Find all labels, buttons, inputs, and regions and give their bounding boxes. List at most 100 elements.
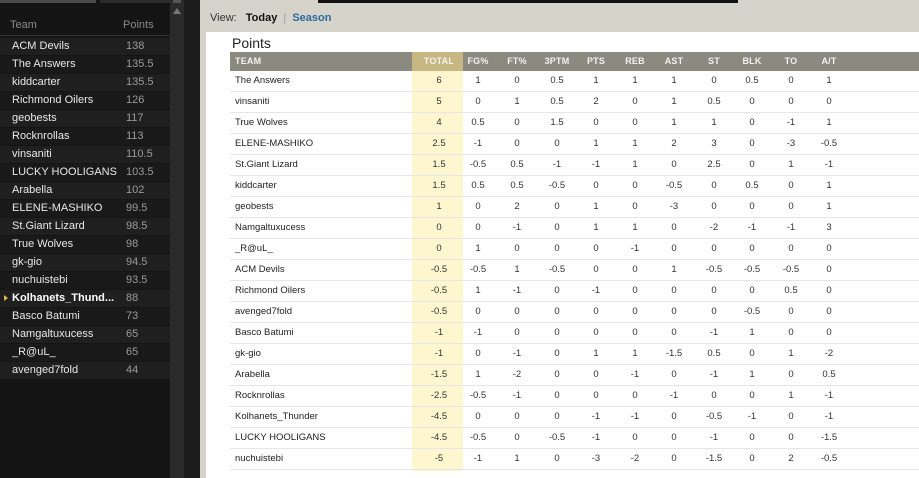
cell-team[interactable]: avenged7fold (235, 306, 293, 317)
standings-team-name[interactable]: True Wolves (12, 238, 74, 250)
scrollbar[interactable] (170, 0, 184, 478)
standings-team-name[interactable]: LUCKY HOOLIGANS (12, 166, 117, 178)
cell-team[interactable]: True Wolves (235, 117, 288, 128)
cell-3ptm: 0 (554, 306, 560, 317)
cell-st: -1 (709, 327, 719, 338)
column-header-ft-pct[interactable]: FT% (507, 56, 527, 66)
standings-row[interactable]: The Answers 135.5 (0, 56, 170, 73)
standings-row[interactable]: vinsaniti 110.5 (0, 146, 170, 163)
standings-row[interactable]: _R@uL_ 65 (0, 344, 170, 361)
cell-reb: 0 (632, 96, 638, 107)
standings-team-name[interactable]: Rocknrollas (12, 130, 70, 142)
standings-team-name[interactable]: vinsaniti (12, 148, 52, 160)
cell-team[interactable]: _R@uL_ (235, 243, 273, 254)
standings-row[interactable]: LUCKY HOOLIGANS 103.5 (0, 164, 170, 181)
standings-row[interactable]: gk-gio 94.5 (0, 254, 170, 271)
standings-team-name[interactable]: _R@uL_ (12, 346, 56, 358)
standings-team-points: 73 (126, 310, 139, 322)
cell-team[interactable]: gk-gio (235, 348, 261, 359)
column-header-a-t[interactable]: A/T (821, 56, 837, 66)
standings-row[interactable]: Namgaltuxucess 65 (0, 326, 170, 343)
standings-team-name[interactable]: geobests (12, 112, 57, 124)
cell-blk: 1 (749, 369, 755, 380)
points-panel: Points TEAM TOTAL FG% FT% 3PTM PTS REB AST ST BLK… (206, 32, 919, 478)
standings-team-name[interactable]: ELENE-MASHIKO (12, 202, 103, 214)
view-today-link[interactable]: Today (245, 12, 278, 24)
standings-sidebar: Team Points ACM Devils 138 The Answers 135.… (0, 0, 170, 478)
cell-pts: 0 (593, 369, 599, 380)
cell-reb: 0 (632, 432, 638, 443)
cell-team[interactable]: Richmond Oilers (235, 285, 306, 296)
cell-blk: -1 (747, 222, 757, 233)
scrollbar-thumb[interactable] (173, 0, 181, 3)
cell-team[interactable]: Basco Batumi (235, 327, 294, 338)
cell-ast: 0 (671, 243, 677, 254)
standings-row[interactable]: Rocknrollas 113 (0, 128, 170, 145)
cell-3ptm: 0 (554, 327, 560, 338)
standings-team-name[interactable]: gk-gio (12, 256, 42, 268)
cell-team[interactable]: Rocknrollas (235, 390, 285, 401)
standings-team-name[interactable]: Basco Batumi (12, 310, 80, 322)
cell-team[interactable]: ACM Devils (235, 264, 285, 275)
total-header-highlight (412, 52, 463, 71)
column-header-reb[interactable]: REB (625, 56, 645, 66)
column-header-ast[interactable]: AST (664, 56, 684, 66)
column-header-to[interactable]: TO (784, 56, 798, 66)
cell-team[interactable]: Kolhanets_Thunder (235, 411, 318, 422)
cell-team[interactable]: The Answers (235, 75, 290, 86)
cell-team[interactable]: Namgaltuxucess (235, 222, 306, 233)
cell-pts: 0 (593, 264, 599, 275)
standings-row[interactable]: kiddcarter 135.5 (0, 74, 170, 91)
standings-row[interactable]: Basco Batumi 73 (0, 308, 170, 325)
standings-row[interactable]: True Wolves 98 (0, 236, 170, 253)
standings-row[interactable]: St.Giant Lizard 98.5 (0, 218, 170, 235)
standings-row[interactable]: Arabella 102 (0, 182, 170, 199)
cell-st: -1.5 (705, 453, 723, 464)
standings-row[interactable]: nuchuistebi 93.5 (0, 272, 170, 289)
column-header-st[interactable]: ST (708, 56, 720, 66)
standings-header-points[interactable]: Points (123, 19, 154, 31)
column-header-3ptm[interactable]: 3PTM (544, 56, 570, 66)
cell-team[interactable]: St.Giant Lizard (235, 159, 298, 170)
standings-team-name[interactable]: St.Giant Lizard (12, 220, 85, 232)
cell-a-t: -0.5 (820, 138, 838, 149)
table-row: nuchuistebi -5 -1 1 0 -3 -2 0 -1.5 0 2 -0.5 (230, 449, 919, 470)
cell-ast: -1.5 (665, 348, 683, 359)
cell-a-t: 3 (826, 222, 832, 233)
cell-a-t: 1 (826, 180, 832, 191)
standings-team-name[interactable]: Kolhanets_Thund... (12, 292, 115, 304)
standings-row[interactable]: geobests 117 (0, 110, 170, 127)
standings-row[interactable]: ACM Devils 138 (0, 38, 170, 55)
view-season-link[interactable]: Season (292, 12, 332, 24)
cell-team[interactable]: vinsaniti (235, 96, 270, 107)
column-header-blk[interactable]: BLK (742, 56, 762, 66)
standings-row[interactable]: avenged7fold 44 (0, 362, 170, 379)
column-header-fg-pct[interactable]: FG% (467, 56, 489, 66)
standings-header-team[interactable]: Team (10, 19, 37, 31)
cell-total: 5 (436, 96, 442, 107)
standings-team-name[interactable]: Namgaltuxucess (12, 328, 94, 340)
cell-a-t: 0.5 (822, 369, 836, 380)
standings-team-name[interactable]: Richmond Oilers (12, 94, 94, 106)
column-header-pts[interactable]: PTS (586, 56, 606, 66)
cell-team[interactable]: nuchuistebi (235, 453, 284, 464)
standings-team-name[interactable]: kiddcarter (12, 76, 61, 88)
standings-row[interactable]: ELENE-MASHIKO 99.5 (0, 200, 170, 217)
cell-team[interactable]: LUCKY HOOLIGANS (235, 432, 326, 443)
standings-team-name[interactable]: Arabella (12, 184, 53, 196)
scroll-up-arrow-icon[interactable] (173, 8, 181, 14)
cell-blk: 0 (749, 390, 755, 401)
standings-team-name[interactable]: avenged7fold (12, 364, 79, 376)
table-row: _R@uL_ 0 1 0 0 0 -1 0 0 0 0 0 (230, 239, 919, 260)
column-header-team[interactable]: TEAM (235, 56, 262, 66)
cell-team[interactable]: kiddcarter (235, 180, 277, 191)
cell-team[interactable]: ELENE-MASHIKO (235, 138, 314, 149)
standings-team-name[interactable]: ACM Devils (12, 40, 70, 52)
standings-team-name[interactable]: nuchuistebi (12, 274, 68, 286)
cell-team[interactable]: geobests (235, 201, 274, 212)
column-header-total[interactable]: TOTAL (423, 56, 455, 66)
standings-team-name[interactable]: The Answers (12, 58, 76, 70)
cell-team[interactable]: Arabella (235, 369, 270, 380)
standings-row[interactable]: Kolhanets_Thund... 88 (0, 290, 170, 307)
standings-row[interactable]: Richmond Oilers 126 (0, 92, 170, 109)
